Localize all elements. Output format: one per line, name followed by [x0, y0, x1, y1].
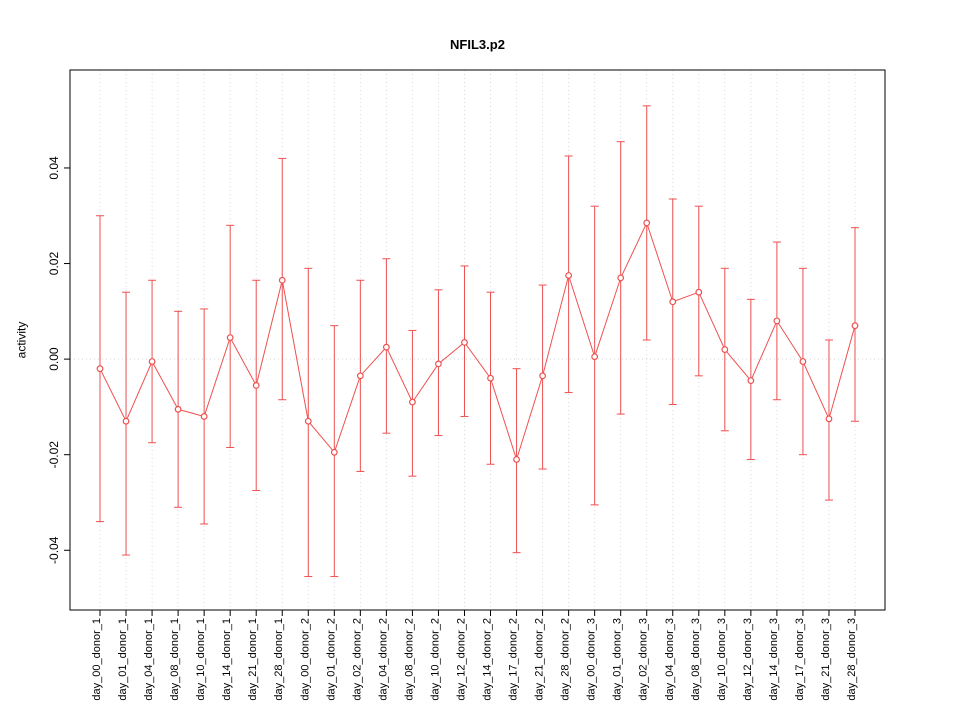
x-tick-label: day_08_donor_2	[403, 618, 415, 701]
data-point	[174, 405, 182, 413]
x-tick-label: day_10_donor_1	[195, 618, 207, 701]
data-point	[382, 343, 390, 351]
data-point	[773, 317, 781, 325]
x-tick-label: day_01_donor_3	[612, 618, 624, 701]
x-tick-label: day_14_donor_1	[221, 618, 233, 701]
x-tick-label: day_08_donor_3	[690, 618, 702, 701]
x-tick-label: day_21_donor_3	[820, 618, 832, 701]
x-tick-label: day_00_donor_3	[586, 618, 598, 701]
data-point	[825, 415, 833, 423]
x-tick-label: day_01_donor_1	[117, 618, 129, 701]
x-tick-label: day_08_donor_1	[169, 618, 181, 701]
x-tick-label: day_17_donor_3	[794, 618, 806, 701]
x-tick-label: day_21_donor_1	[247, 618, 259, 701]
data-point	[747, 377, 755, 385]
data-point	[96, 365, 104, 373]
data-point	[252, 381, 260, 389]
x-tick-label: day_00_donor_1	[91, 618, 103, 701]
x-tick-label: day_28_donor_3	[846, 618, 858, 701]
data-point	[356, 372, 364, 380]
x-tick-label: day_12_donor_2	[455, 618, 467, 701]
data-point	[591, 353, 599, 361]
data-point	[799, 358, 807, 365]
x-tick-label: day_01_donor_2	[325, 618, 337, 701]
x-tick-label: day_04_donor_3	[664, 618, 676, 701]
x-tick-label: day_12_donor_3	[742, 618, 754, 701]
data-point	[304, 417, 312, 425]
x-tick-label: day_14_donor_3	[768, 618, 780, 701]
data-point	[148, 358, 156, 365]
data-point	[695, 288, 703, 296]
data-point	[278, 276, 286, 284]
x-tick-label: day_02_donor_3	[638, 618, 650, 701]
data-point	[539, 372, 546, 380]
x-tick-label: day_04_donor_2	[377, 618, 389, 701]
x-tick-label: day_14_donor_2	[482, 618, 494, 701]
data-point	[851, 322, 859, 330]
data-point	[122, 417, 130, 425]
data-point	[330, 448, 338, 456]
data-point	[721, 346, 729, 353]
data-point	[461, 338, 468, 346]
data-point	[669, 298, 677, 306]
x-tick-label: day_28_donor_1	[273, 618, 285, 701]
y-tick-label: 0.00	[47, 347, 61, 371]
data-point	[513, 456, 520, 463]
data-point	[565, 272, 573, 279]
data-point	[226, 334, 234, 342]
y-tick-label: -0.02	[47, 441, 61, 469]
x-tick-label: day_28_donor_2	[560, 618, 572, 701]
data-point	[409, 398, 416, 406]
plot-border	[69, 69, 886, 611]
series-line	[99, 221, 856, 462]
x-tick-label: day_00_donor_2	[299, 618, 311, 701]
data-point	[643, 219, 651, 227]
x-tick-label: day_10_donor_3	[716, 618, 728, 701]
data-point	[435, 360, 442, 368]
y-tick-label: -0.04	[47, 536, 61, 564]
x-tick-label: day_21_donor_2	[534, 618, 546, 701]
data-point	[617, 274, 625, 282]
x-tick-label: day_02_donor_2	[351, 618, 363, 701]
data-point	[200, 413, 208, 420]
x-tick-label: day_04_donor_1	[143, 618, 155, 701]
chart-title: NFIL3.p2	[450, 37, 505, 52]
y-tick-label: 0.02	[47, 252, 61, 276]
x-tick-label: day_10_donor_2	[429, 618, 441, 701]
data-point	[487, 374, 494, 382]
y-tick-label: 0.04	[47, 156, 61, 180]
x-tick-label: day_17_donor_2	[508, 618, 520, 701]
